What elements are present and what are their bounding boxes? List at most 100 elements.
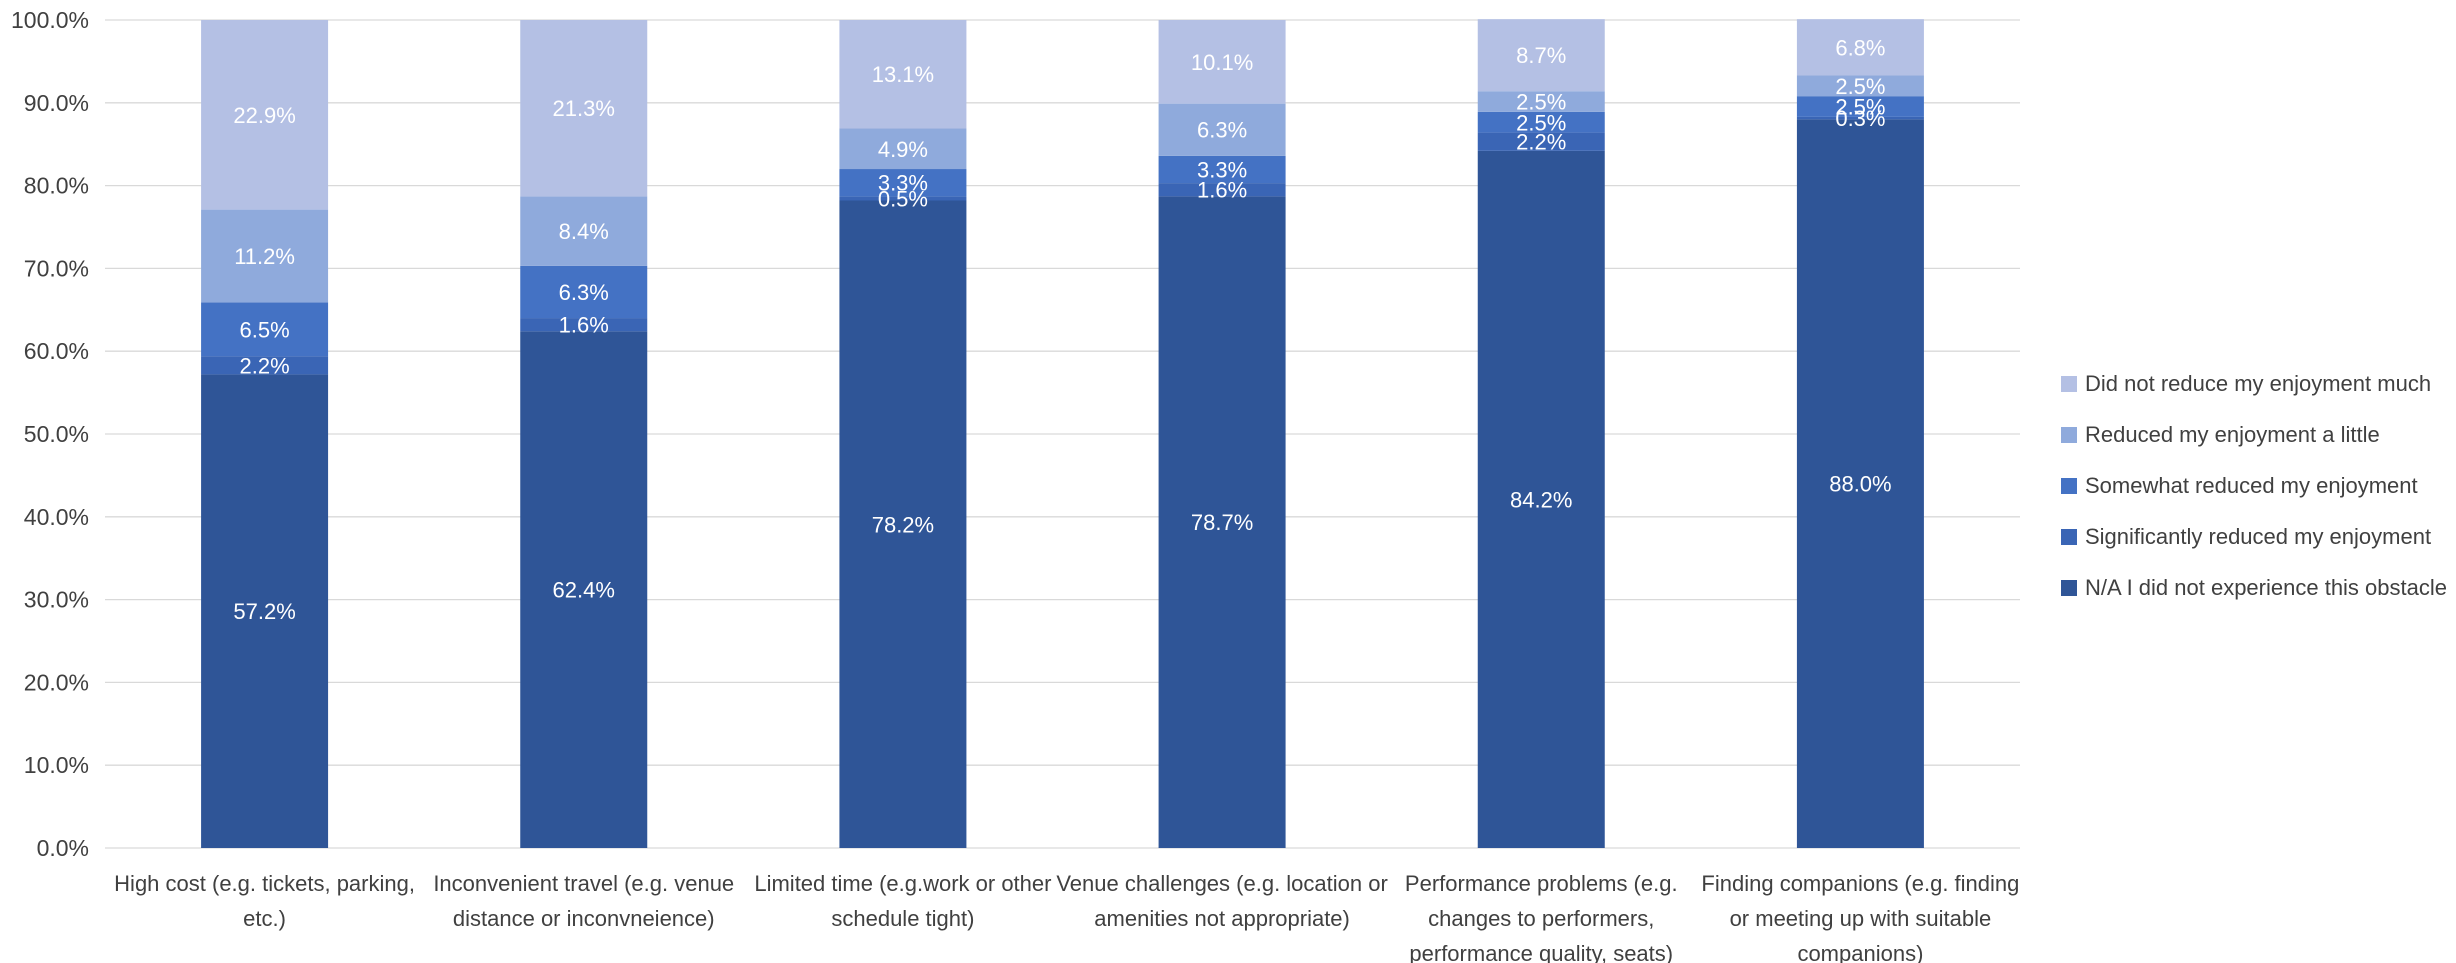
- bar-segment: [1158, 20, 1286, 104]
- data-label: 1.6%: [559, 313, 609, 338]
- data-label: 2.5%: [1835, 95, 1885, 120]
- bar-segment: [520, 196, 648, 266]
- bar-segment: [201, 356, 329, 375]
- legend-label: N/A I did not experience this obstacle: [2085, 575, 2447, 600]
- bar-segment: [1158, 155, 1286, 184]
- data-label: 78.2%: [872, 512, 934, 537]
- bar-segment: [1158, 183, 1286, 197]
- data-label: 13.1%: [872, 62, 934, 87]
- x-tick-label: amenities not appropriate): [1094, 906, 1350, 931]
- x-tick-label: Venue challenges (e.g. location or: [1056, 871, 1387, 896]
- x-tick-label: Performance problems (e.g.: [1405, 871, 1678, 896]
- bar-segment: [1477, 19, 1605, 92]
- bar-segment: [1477, 91, 1605, 112]
- bar-segment: [201, 20, 329, 210]
- y-tick-label: 50.0%: [24, 421, 89, 447]
- bar-segment: [520, 331, 648, 848]
- y-tick-label: 80.0%: [24, 173, 89, 199]
- data-label: 6.8%: [1835, 35, 1885, 60]
- x-tick-label: etc.): [243, 906, 286, 931]
- data-label: 1.6%: [1197, 178, 1247, 203]
- data-label: 84.2%: [1510, 487, 1572, 512]
- bars: [201, 19, 1924, 849]
- data-label: 22.9%: [233, 103, 295, 128]
- legend-swatch: [2061, 580, 2077, 596]
- data-label: 88.0%: [1829, 472, 1891, 497]
- x-axis: High cost (e.g. tickets, parking, etc.) In…: [114, 871, 2019, 963]
- x-tick-label: changes to performers,: [1428, 906, 1654, 931]
- data-label: 6.3%: [559, 280, 609, 305]
- y-tick-label: 0.0%: [37, 835, 89, 861]
- x-tick-label: Inconvenient travel (e.g. venue: [433, 871, 734, 896]
- y-tick-label: 30.0%: [24, 587, 89, 613]
- data-label: 2.2%: [240, 353, 290, 378]
- bar-segment: [201, 209, 329, 303]
- y-tick-label: 20.0%: [24, 669, 89, 695]
- data-label: 0.5%: [878, 186, 928, 211]
- legend-label: Significantly reduced my enjoyment: [2085, 524, 2431, 549]
- y-tick-label: 100.0%: [11, 7, 89, 33]
- data-label: 10.1%: [1191, 50, 1253, 75]
- legend: Did not reduce my enjoyment much Reduced …: [2061, 371, 2447, 600]
- data-label: 62.4%: [553, 578, 615, 603]
- legend-label: Did not reduce my enjoyment much: [2085, 371, 2431, 396]
- data-label: 4.9%: [878, 137, 928, 162]
- x-tick-label: High cost (e.g. tickets, parking,: [114, 871, 415, 896]
- data-label: 8.7%: [1516, 43, 1566, 68]
- data-label: 21.3%: [553, 96, 615, 121]
- data-label: 6.3%: [1197, 118, 1247, 143]
- data-labels: 57.2% 2.2% 6.5% 11.2% 22.9% 62.4% 1.6% 6.3% 8.4%…: [233, 35, 1891, 624]
- legend-swatch: [2061, 478, 2077, 494]
- bar-segment: [1158, 103, 1286, 156]
- data-label: 2.2%: [1516, 130, 1566, 155]
- data-label: 2.5%: [1516, 90, 1566, 115]
- data-label: 2.5%: [1835, 74, 1885, 99]
- bar-segment: [1477, 111, 1605, 133]
- bar-segment: [1796, 119, 1924, 849]
- bar-segment: [839, 169, 967, 197]
- bar-segment: [839, 200, 967, 848]
- y-tick-label: 40.0%: [24, 504, 89, 530]
- y-tick-label: 90.0%: [24, 90, 89, 116]
- bar-segment: [1158, 196, 1286, 848]
- legend-swatch: [2061, 529, 2077, 545]
- x-tick-label: Limited time (e.g.work or other: [754, 871, 1051, 896]
- x-tick-label: Finding companions (e.g. finding: [1701, 871, 2019, 896]
- data-label: 3.3%: [878, 171, 928, 196]
- bar-segment: [1796, 96, 1924, 117]
- x-tick-label: companions): [1797, 941, 1923, 963]
- legend-swatch: [2061, 376, 2077, 392]
- bar-segment: [520, 265, 648, 319]
- bar-segment: [1796, 19, 1924, 76]
- x-tick-label: or meeting up with suitable: [1730, 906, 1992, 931]
- bar-segment: [201, 302, 329, 357]
- legend-label: Reduced my enjoyment a little: [2085, 422, 2380, 447]
- bar-segment: [1477, 150, 1605, 849]
- data-label: 3.3%: [1197, 157, 1247, 182]
- x-tick-label: performance quality, seats): [1409, 941, 1673, 963]
- data-label: 6.5%: [240, 317, 290, 342]
- bar-segment: [839, 128, 967, 170]
- data-label: 57.2%: [233, 599, 295, 624]
- data-label: 11.2%: [234, 244, 295, 269]
- bar-segment: [201, 374, 329, 848]
- y-tick-label: 70.0%: [24, 255, 89, 281]
- bar-segment: [520, 318, 648, 332]
- gridlines: [105, 19, 2020, 849]
- y-tick-label: 10.0%: [24, 752, 89, 778]
- bar-segment: [1477, 132, 1605, 151]
- data-label: 2.5%: [1516, 110, 1566, 135]
- x-tick-label: distance or inconvneience): [453, 906, 715, 931]
- bar-segment: [839, 196, 967, 201]
- x-tick-label: schedule tight): [831, 906, 974, 931]
- data-label: 8.4%: [559, 219, 609, 244]
- bar-segment: [1796, 75, 1924, 97]
- bar-segment: [839, 20, 967, 129]
- legend-label: Somewhat reduced my enjoyment: [2085, 473, 2418, 498]
- bar-segment: [520, 20, 648, 197]
- data-label: 78.7%: [1191, 510, 1253, 535]
- legend-swatch: [2061, 427, 2077, 443]
- y-axis: 0.0% 10.0% 20.0% 30.0% 40.0% 50.0% 60.0% 70.0% 8…: [11, 7, 89, 861]
- bar-segment: [1796, 116, 1924, 120]
